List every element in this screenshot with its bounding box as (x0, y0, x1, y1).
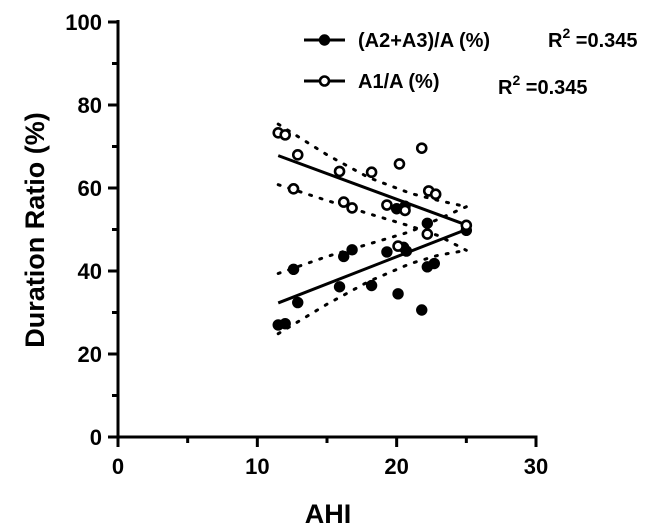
series-2-ci-lower-band (276, 183, 468, 252)
open-circle-point (279, 129, 292, 141)
open-circle-point (399, 204, 411, 217)
filled-circle-point (381, 246, 393, 258)
legend-label-series-2: A1/A (%) (358, 71, 439, 93)
open-circle-point (429, 188, 442, 201)
filled-circle-point (365, 279, 378, 292)
filled-circle-point (421, 217, 434, 229)
series-1-regression-line (277, 228, 467, 305)
open-circle-point (365, 166, 378, 179)
x-tick-label: 0 (112, 454, 124, 479)
y-tick-label: 0 (90, 425, 102, 450)
legend: (A2+A3)/A (%) R2 =0.345 A1/A (%) R2 =0.345 (304, 25, 638, 99)
x-tick-label: 10 (245, 454, 269, 479)
open-circle-point (287, 183, 300, 195)
r-squared-annotation: R2 =0.345 (548, 25, 638, 52)
legend-label-series-1: (A2+A3)/A (%) (358, 30, 490, 52)
open-circle-point (333, 165, 346, 178)
y-tick-label: 40 (78, 259, 102, 284)
filled-circle-point (292, 296, 304, 309)
open-circle-point (392, 240, 404, 252)
filled-circle-point (279, 318, 291, 330)
legend-filled-circle-marker (318, 34, 331, 46)
filled-circle-point (392, 288, 404, 300)
open-circle-point (415, 142, 428, 154)
open-circle-point (291, 149, 304, 161)
confidence-bands (276, 122, 468, 336)
open-circle-point (346, 202, 358, 214)
open-circle-point (393, 158, 406, 170)
y-tick-label: 80 (78, 93, 102, 118)
y-tick-label: 100 (65, 10, 102, 35)
filled-circle-point (428, 257, 440, 270)
filled-circle-point (416, 304, 428, 316)
open-circle-point (337, 196, 350, 208)
open-circle-point (381, 199, 393, 211)
open-circle-point (460, 219, 473, 232)
filled-circle-point (338, 250, 350, 263)
x-axis-title: AHI (305, 499, 352, 529)
regression-lines (277, 154, 467, 305)
axes: 0 20 40 60 80 100 0 10 20 30 (65, 10, 548, 479)
y-axis-title: Duration Ratio (%) (20, 112, 50, 348)
r-squared-annotation: R2 =0.345 (498, 72, 588, 99)
filled-circle-point (333, 281, 346, 293)
x-tick-label: 30 (524, 454, 548, 479)
series-2-regression-line (277, 154, 467, 227)
filled-circle-point (287, 263, 300, 276)
open-circle-point (421, 228, 434, 240)
y-tick-label: 20 (78, 342, 102, 367)
y-tick-label: 60 (78, 176, 102, 201)
data-points (272, 127, 473, 331)
filled-circle-point (400, 245, 413, 257)
filled-circle-point (346, 244, 358, 256)
x-tick-label: 20 (384, 454, 408, 479)
legend-open-circle-marker (318, 75, 331, 87)
